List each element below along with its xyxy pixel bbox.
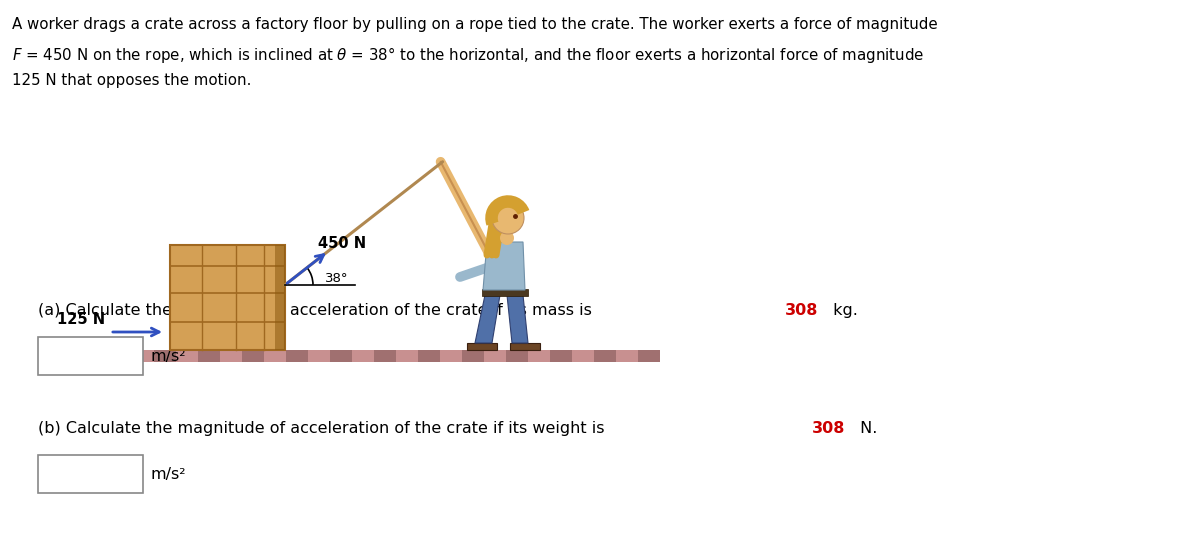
Circle shape <box>492 202 524 234</box>
Bar <box>242 350 264 362</box>
Polygon shape <box>482 242 526 290</box>
Bar <box>510 343 540 350</box>
Circle shape <box>500 231 514 245</box>
Bar <box>506 350 528 362</box>
Bar <box>550 350 572 362</box>
Text: 125 N: 125 N <box>56 312 106 327</box>
Bar <box>462 350 484 362</box>
Bar <box>38 337 143 375</box>
Bar <box>482 289 528 296</box>
Polygon shape <box>475 295 500 343</box>
Bar <box>594 350 616 362</box>
Text: $\it{F}$ = 450 N on the rope, which is inclined at $\it{\theta}$ = 38° to the ho: $\it{F}$ = 450 N on the rope, which is i… <box>12 45 924 65</box>
Text: (b) Calculate the magnitude of acceleration of the crate if its weight is: (b) Calculate the magnitude of accelerat… <box>38 421 610 436</box>
Text: (a) Calculate the magnitude of acceleration of the crate if its mass is: (a) Calculate the magnitude of accelerat… <box>38 303 598 318</box>
Text: A worker drags a crate across a factory floor by pulling on a rope tied to the c: A worker drags a crate across a factory … <box>12 17 937 32</box>
Polygon shape <box>506 295 528 343</box>
Bar <box>275 245 284 350</box>
Text: 125 N that opposes the motion.: 125 N that opposes the motion. <box>12 73 251 88</box>
Bar <box>286 350 308 362</box>
Text: m/s²: m/s² <box>150 467 186 482</box>
Text: m/s²: m/s² <box>150 349 186 364</box>
Text: 450 N: 450 N <box>318 236 366 251</box>
Bar <box>198 350 220 362</box>
Bar <box>374 350 396 362</box>
Bar <box>170 245 286 350</box>
Bar <box>467 343 497 350</box>
Text: 308: 308 <box>785 303 818 318</box>
Bar <box>330 350 352 362</box>
Text: 38°: 38° <box>325 272 348 285</box>
Bar <box>110 350 660 362</box>
Text: 308: 308 <box>812 421 845 436</box>
Text: N.: N. <box>856 421 877 436</box>
Bar <box>638 350 660 362</box>
Bar <box>154 350 176 362</box>
Text: kg.: kg. <box>828 303 858 318</box>
Bar <box>110 350 132 362</box>
Bar <box>38 455 143 493</box>
Bar <box>418 350 440 362</box>
